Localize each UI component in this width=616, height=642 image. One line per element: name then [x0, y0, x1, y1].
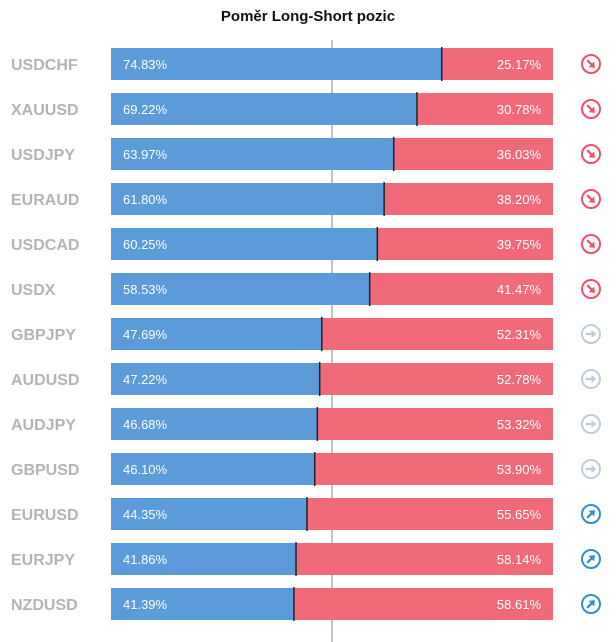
- long-value-label: 69.22%: [123, 102, 168, 117]
- long-value-label: 41.39%: [123, 597, 168, 612]
- long-bar: [111, 273, 370, 305]
- short-bar: [416, 93, 553, 125]
- long-bar: [111, 363, 320, 395]
- long-bar: [111, 138, 394, 170]
- short-value-label: 25.17%: [497, 57, 542, 72]
- short-value-label: 58.14%: [497, 552, 542, 567]
- short-bar: [296, 543, 553, 575]
- short-bar: [441, 48, 553, 80]
- arrow-up-right-icon[interactable]: [581, 594, 601, 614]
- arrow-up-right-icon[interactable]: [581, 549, 601, 569]
- row-xauusd: XAUUSD 69.22% 30.78%: [11, 92, 601, 126]
- short-value-label: 38.20%: [497, 192, 542, 207]
- short-value-label: 55.65%: [497, 507, 542, 522]
- short-bar: [293, 588, 553, 620]
- long-bar: [111, 498, 308, 530]
- short-value-label: 52.31%: [497, 327, 542, 342]
- arrow-down-right-icon[interactable]: [581, 189, 601, 209]
- arrow-down-right-icon[interactable]: [581, 234, 601, 254]
- arrow-up-right-icon[interactable]: [581, 504, 601, 524]
- long-value-label: 60.25%: [123, 237, 168, 252]
- row-audusd: AUDUSD 47.22% 52.78%: [11, 362, 601, 396]
- long-bar: [111, 318, 322, 350]
- short-bar: [307, 498, 553, 530]
- row-eurjpy: EURJPY 41.86% 58.14%: [11, 542, 601, 576]
- arrow-right-icon[interactable]: [581, 369, 601, 389]
- arrow-right-icon[interactable]: [581, 459, 601, 479]
- short-value-label: 41.47%: [497, 282, 542, 297]
- long-value-label: 58.53%: [123, 282, 168, 297]
- symbol-label: USDCHF: [11, 57, 78, 74]
- chart-title: Poměr Long-Short pozic: [220, 8, 396, 25]
- short-value-label: 53.90%: [497, 462, 542, 477]
- long-value-label: 74.83%: [123, 57, 168, 72]
- short-bar: [314, 453, 553, 485]
- row-nzdusd: NZDUSD 41.39% 58.61%: [11, 587, 601, 621]
- long-value-label: 46.68%: [123, 417, 168, 432]
- symbol-label: AUDJPY: [11, 417, 76, 434]
- arrow-down-right-icon[interactable]: [581, 99, 601, 119]
- row-eurusd: EURUSD 44.35% 55.65%: [11, 497, 601, 531]
- symbol-label: NZDUSD: [11, 597, 78, 614]
- long-bar: [111, 453, 315, 485]
- symbol-label: AUDUSD: [11, 372, 79, 389]
- long-bar: [111, 408, 318, 440]
- symbol-label: EURUSD: [11, 507, 79, 524]
- row-euraud: EURAUD 61.80% 38.20%: [11, 182, 601, 216]
- short-bar: [377, 228, 553, 260]
- long-value-label: 63.97%: [123, 147, 168, 162]
- long-bar: [111, 588, 294, 620]
- short-bar: [321, 318, 553, 350]
- short-value-label: 58.61%: [497, 597, 542, 612]
- symbol-label: EURJPY: [11, 552, 75, 569]
- short-value-label: 30.78%: [497, 102, 542, 117]
- long-bar: [111, 93, 417, 125]
- short-bar: [317, 408, 553, 440]
- long-value-label: 41.86%: [123, 552, 168, 567]
- row-audjpy: AUDJPY 46.68% 53.32%: [11, 407, 601, 441]
- long-bar: [111, 543, 297, 575]
- row-usdchf: USDCHF 74.83% 25.17%: [11, 47, 601, 81]
- long-value-label: 47.22%: [123, 372, 168, 387]
- arrow-down-right-icon[interactable]: [581, 54, 601, 74]
- arrow-right-icon[interactable]: [581, 414, 601, 434]
- row-gbpjpy: GBPJPY 47.69% 52.31%: [11, 317, 601, 351]
- long-value-label: 44.35%: [123, 507, 168, 522]
- row-gbpusd: GBPUSD 46.10% 53.90%: [11, 452, 601, 486]
- short-value-label: 52.78%: [497, 372, 542, 387]
- symbol-label: EURAUD: [11, 192, 79, 209]
- long-bar: [111, 183, 385, 215]
- symbol-label: USDX: [11, 282, 56, 299]
- long-bar: [111, 48, 442, 80]
- short-bar: [319, 363, 553, 395]
- row-usdx: USDX 58.53% 41.47%: [11, 272, 601, 306]
- arrow-right-icon[interactable]: [581, 324, 601, 344]
- arrow-down-right-icon[interactable]: [581, 279, 601, 299]
- long-value-label: 61.80%: [123, 192, 168, 207]
- symbol-label: USDJPY: [11, 147, 75, 164]
- short-bar: [384, 183, 553, 215]
- short-value-label: 36.03%: [497, 147, 542, 162]
- arrow-down-right-icon[interactable]: [581, 144, 601, 164]
- symbol-label: USDCAD: [11, 237, 79, 254]
- short-bar: [393, 138, 553, 170]
- long-value-label: 46.10%: [123, 462, 168, 477]
- row-usdjpy: USDJPY 63.97% 36.03%: [11, 137, 601, 171]
- short-bar: [369, 273, 553, 305]
- short-value-label: 53.32%: [497, 417, 542, 432]
- short-value-label: 39.75%: [497, 237, 542, 252]
- row-usdcad: USDCAD 60.25% 39.75%: [11, 227, 601, 261]
- symbol-label: GBPUSD: [11, 462, 79, 479]
- symbol-label: XAUUSD: [11, 102, 79, 119]
- long-bar: [111, 228, 378, 260]
- symbol-label: GBPJPY: [11, 327, 76, 344]
- long-value-label: 47.69%: [123, 327, 168, 342]
